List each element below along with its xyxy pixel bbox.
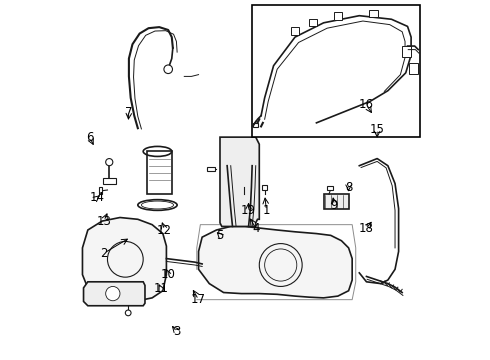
- Text: 7: 7: [125, 105, 133, 119]
- Polygon shape: [98, 187, 102, 194]
- Text: 14: 14: [89, 192, 104, 204]
- Circle shape: [164, 65, 172, 73]
- Text: 5: 5: [216, 229, 223, 242]
- Text: 19: 19: [241, 204, 256, 217]
- Text: 3: 3: [173, 325, 181, 338]
- Polygon shape: [103, 178, 116, 184]
- Polygon shape: [220, 137, 259, 226]
- Polygon shape: [147, 152, 172, 194]
- Text: 17: 17: [191, 293, 206, 306]
- Text: 1: 1: [263, 204, 270, 217]
- Polygon shape: [309, 18, 317, 26]
- Bar: [252, 5, 420, 137]
- Polygon shape: [262, 185, 267, 190]
- Polygon shape: [198, 226, 352, 298]
- Polygon shape: [369, 10, 378, 18]
- Text: 10: 10: [161, 268, 175, 281]
- Polygon shape: [83, 282, 145, 306]
- Text: 4: 4: [252, 222, 260, 235]
- Text: 8: 8: [345, 181, 352, 194]
- Text: 2: 2: [100, 247, 108, 260]
- Text: 12: 12: [157, 224, 172, 237]
- Polygon shape: [334, 12, 342, 20]
- Polygon shape: [291, 27, 299, 35]
- Polygon shape: [402, 46, 411, 57]
- Circle shape: [106, 158, 113, 166]
- Text: 9: 9: [331, 198, 338, 212]
- Polygon shape: [323, 194, 348, 208]
- Text: 16: 16: [359, 99, 374, 112]
- Text: 11: 11: [153, 283, 169, 296]
- Polygon shape: [327, 186, 333, 190]
- Text: 13: 13: [97, 215, 111, 228]
- Circle shape: [125, 310, 131, 316]
- Polygon shape: [409, 63, 418, 73]
- Polygon shape: [207, 167, 215, 171]
- Circle shape: [106, 287, 120, 301]
- Polygon shape: [82, 217, 167, 301]
- Text: 18: 18: [359, 222, 374, 235]
- Text: 15: 15: [370, 123, 385, 136]
- Text: 6: 6: [86, 131, 94, 144]
